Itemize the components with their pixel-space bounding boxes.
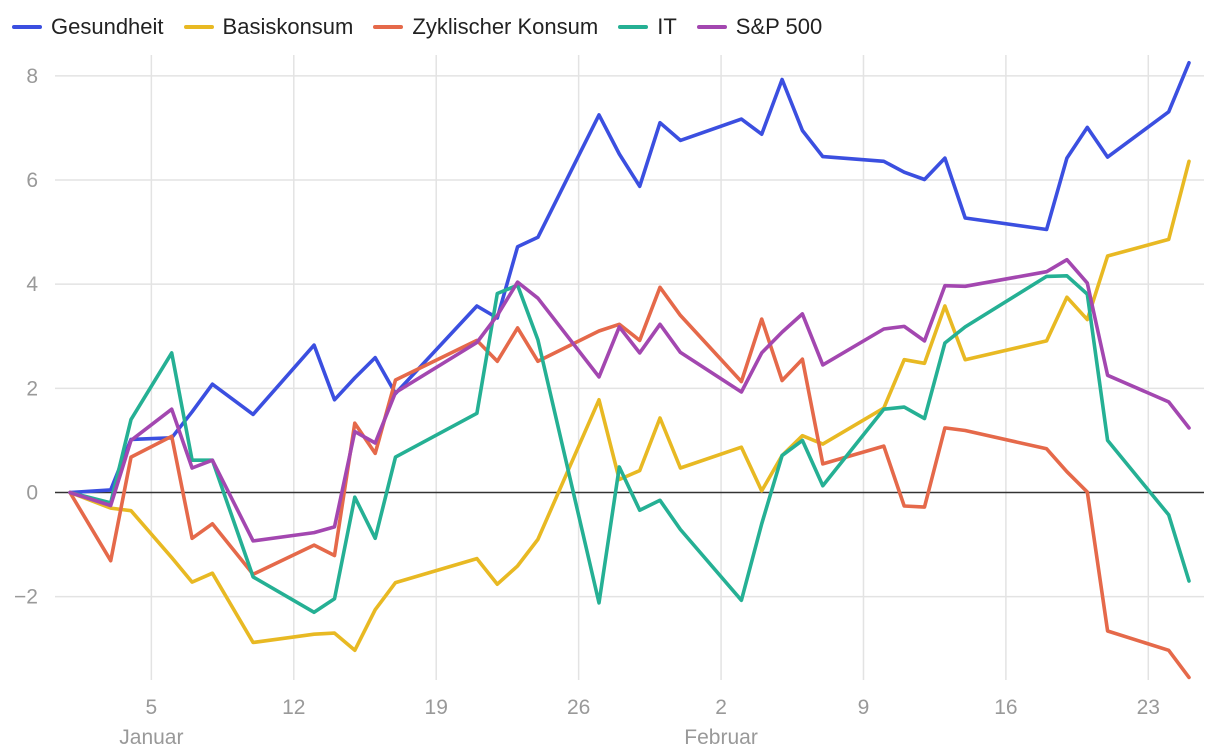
y-tick-label: 0 — [26, 482, 38, 505]
x-tick-label: 19 — [425, 696, 448, 719]
x-month-label: Februar — [684, 726, 758, 749]
legend-label-basiskonsum: Basiskonsum — [222, 14, 354, 39]
series-line-sp-500 — [68, 257, 1191, 543]
legend-swatch-it — [618, 25, 649, 29]
x-tick-label: 9 — [858, 696, 870, 719]
y-tick-label: −2 — [14, 586, 38, 609]
legend-item-it[interactable]: IT — [618, 14, 677, 40]
legend-swatch-zyklischer-konsum — [373, 25, 404, 29]
y-tick-label: 8 — [26, 65, 38, 88]
legend-label-zyklischer-konsum: Zyklischer Konsum — [412, 14, 599, 39]
axis-layer: −2 0 2 4 6 8 5 12 19 26 2 9 16 23 Januar Februar — [14, 65, 1160, 749]
x-tick-label: 5 — [146, 696, 158, 719]
x-tick-label: 16 — [994, 696, 1017, 719]
series-line-basiskonsum — [68, 159, 1191, 653]
x-month-label: Januar — [119, 726, 183, 749]
legend-item-zyklischer-konsum[interactable]: Zyklischer Konsum — [373, 14, 598, 40]
y-tick-label: 4 — [26, 273, 38, 296]
legend-item-gesundheit[interactable]: Gesundheit — [12, 14, 164, 40]
legend-item-sp500[interactable]: S&P 500 — [696, 14, 823, 40]
legend-swatch-sp500 — [696, 25, 727, 29]
x-tick-label: 23 — [1137, 696, 1160, 719]
grid-layer — [55, 55, 1204, 680]
chart-legend: Gesundheit Basiskonsum Zyklischer Konsum… — [12, 12, 842, 42]
y-tick-label: 6 — [26, 169, 38, 192]
legend-swatch-gesundheit — [12, 25, 42, 29]
legend-label-gesundheit: Gesundheit — [51, 14, 164, 39]
series-line-gesundheit — [68, 60, 1191, 495]
legend-item-basiskonsum[interactable]: Basiskonsum — [183, 14, 354, 40]
legend-label-sp500: S&P 500 — [735, 14, 823, 39]
series-layer — [68, 60, 1191, 680]
legend-swatch-basiskonsum — [183, 25, 214, 29]
y-tick-label: 2 — [26, 377, 38, 400]
x-tick-label: 2 — [715, 696, 727, 719]
x-tick-label: 12 — [282, 696, 305, 719]
legend-label-it: IT — [657, 14, 677, 39]
x-tick-label: 26 — [567, 696, 590, 719]
series-line-it — [68, 273, 1191, 615]
